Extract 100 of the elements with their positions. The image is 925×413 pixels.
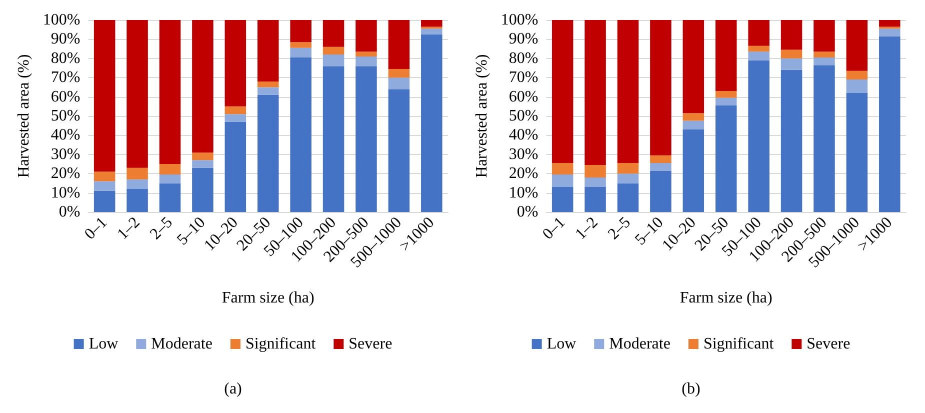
bar	[682, 113, 704, 121]
legend-label: Significant	[245, 336, 316, 352]
y-tick-label: 60%	[508, 88, 538, 106]
bar	[322, 20, 344, 47]
bar	[322, 46, 344, 55]
bar	[388, 20, 410, 69]
bar	[290, 57, 312, 212]
bar	[617, 163, 639, 174]
bar	[584, 20, 606, 165]
bar	[715, 105, 737, 212]
bar	[388, 68, 410, 78]
bar	[584, 177, 606, 188]
x-axis-title: Farm size (ha)	[680, 290, 772, 306]
bar	[715, 91, 737, 98]
bar	[748, 46, 770, 52]
bar	[224, 20, 246, 106]
bar	[584, 164, 606, 178]
x-tick-label: 2–5	[147, 214, 176, 243]
x-axis-title: Farm size (ha)	[222, 290, 314, 306]
y-tick-label: 30%	[50, 146, 80, 163]
text: (b)	[682, 380, 700, 398]
bar	[257, 81, 279, 88]
y-tick-label: 0%	[516, 204, 538, 220]
y-tick-label: 70%	[50, 69, 80, 86]
bar	[192, 160, 214, 168]
legend-label: Significant	[703, 336, 774, 352]
bar	[682, 120, 704, 130]
bar	[617, 20, 639, 164]
bar	[126, 20, 148, 168]
x-tick-label: 2–5	[605, 214, 634, 243]
bar	[257, 87, 279, 95]
bar	[748, 60, 770, 212]
bar	[356, 20, 377, 52]
bar	[421, 28, 442, 34]
y-tick-label: 20%	[50, 165, 80, 182]
bar	[846, 92, 868, 212]
bar	[650, 170, 672, 212]
legend-label: Moderate	[609, 336, 670, 352]
bar	[682, 129, 704, 212]
legend-label: Low	[88, 336, 119, 352]
bar	[715, 20, 737, 92]
bar	[552, 174, 574, 188]
bar	[94, 20, 116, 172]
bar	[846, 20, 868, 71]
bar	[552, 187, 574, 212]
bar	[748, 52, 770, 60]
y-tick-label: 50%	[50, 108, 80, 124]
bar	[126, 188, 148, 212]
y-tick-label: 20%	[508, 165, 538, 182]
y-axis-title: Harvested area (%)	[16, 54, 32, 178]
bar	[814, 57, 835, 66]
bar	[224, 106, 246, 114]
bar	[224, 122, 246, 212]
bar	[421, 34, 442, 212]
y-tick-label: 100%	[42, 12, 80, 28]
bar	[650, 163, 672, 171]
x-tick-label: 0–1	[82, 214, 111, 243]
y-tick-label: 40%	[508, 126, 538, 144]
bar	[879, 36, 900, 212]
bar	[257, 20, 279, 82]
bar	[748, 20, 770, 46]
legend-label: Severe	[806, 336, 850, 352]
bar	[780, 58, 802, 70]
bar	[356, 52, 377, 56]
bar	[780, 70, 802, 212]
legend-label: Severe	[348, 336, 392, 352]
y-tick-label: 60%	[50, 88, 80, 106]
legend-label: Moderate	[151, 336, 212, 352]
bar	[584, 187, 606, 212]
bar	[650, 20, 672, 156]
bar	[617, 183, 639, 212]
y-tick-label: 10%	[508, 184, 538, 202]
bar	[290, 48, 312, 58]
bar	[322, 66, 344, 212]
bar	[192, 20, 214, 152]
bar	[159, 183, 181, 212]
y-tick-label: 100%	[500, 12, 538, 28]
y-tick-label: 30%	[508, 146, 538, 163]
bar	[159, 20, 181, 164]
y-tick-label: 70%	[508, 69, 538, 86]
bar	[846, 70, 868, 80]
bar	[682, 20, 704, 114]
text: (a)	[224, 380, 242, 398]
y-tick-label: 90%	[50, 30, 80, 48]
x-tick-label: 1–2	[572, 214, 602, 243]
y-axis-title: Harvested area (%)	[474, 54, 490, 178]
bar	[192, 152, 214, 160]
y-tick-label: 10%	[50, 184, 80, 202]
bar	[879, 28, 900, 36]
bar	[356, 56, 377, 66]
bar	[356, 66, 377, 212]
y-tick-label: 40%	[50, 126, 80, 144]
bar	[552, 163, 574, 175]
y-tick-label: 90%	[508, 30, 538, 48]
bar	[94, 190, 116, 212]
bar	[617, 174, 639, 184]
bar	[715, 98, 737, 106]
bar	[879, 20, 900, 27]
legend-label: Low	[546, 336, 577, 352]
bar	[552, 20, 574, 164]
